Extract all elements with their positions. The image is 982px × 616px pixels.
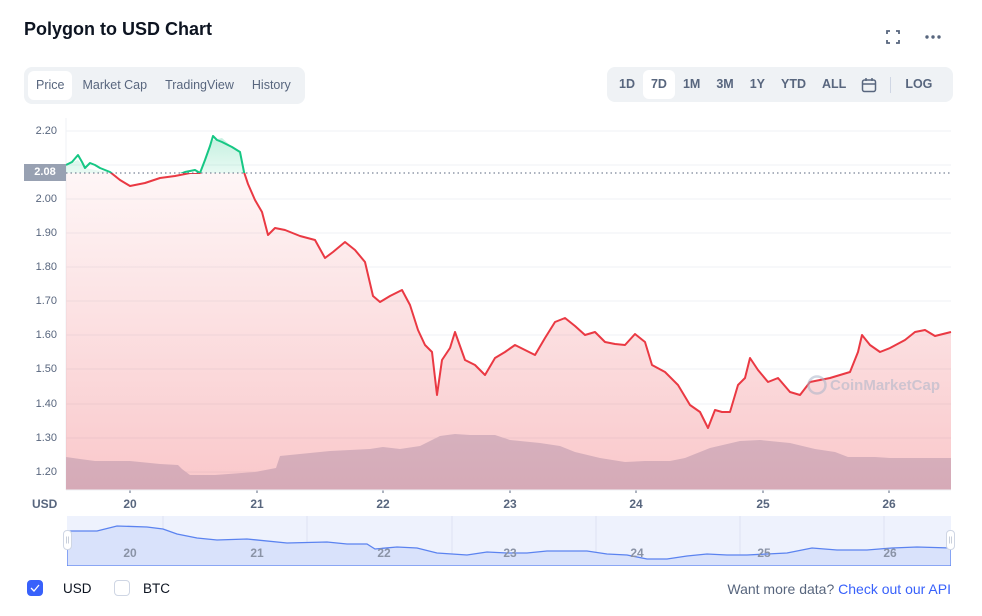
tab-history[interactable]: History	[251, 78, 291, 92]
more-options-button[interactable]	[923, 27, 943, 47]
time-range-selector: 1D 7D 1M 3M 1Y YTD ALL LOG	[607, 67, 953, 102]
range-all[interactable]: ALL	[822, 77, 847, 91]
x-tick-label: 20	[123, 497, 137, 511]
tab-tradingview[interactable]: TradingView	[165, 78, 234, 92]
range-1y[interactable]: 1Y	[749, 77, 766, 91]
navigator-label: 21	[250, 546, 264, 560]
log-scale-toggle[interactable]: LOG	[905, 77, 933, 91]
divider	[890, 76, 892, 93]
price-area-down	[66, 173, 951, 490]
calendar-icon	[862, 77, 877, 92]
currency-axis-label: USD	[32, 497, 58, 511]
navigator-label: 22	[377, 546, 391, 560]
navigator-label: 20	[123, 546, 137, 560]
price-area-up	[66, 138, 248, 173]
navigator-label: 24	[630, 546, 644, 560]
y-tick: 2.20	[35, 125, 57, 137]
watermark: CoinMarketCap	[806, 374, 940, 396]
y-tick: 1.90	[35, 227, 57, 239]
y-tick: 1.80	[35, 261, 57, 273]
api-link[interactable]: Check out our API	[838, 581, 951, 597]
y-tick: 1.40	[35, 398, 57, 410]
navigator-label: 23	[503, 546, 517, 560]
range-7d[interactable]: 7D	[642, 70, 675, 99]
btc-checkbox[interactable]	[114, 580, 130, 596]
y-tick: 1.70	[35, 295, 57, 307]
x-tick-label: 21	[250, 497, 264, 511]
fullscreen-icon	[886, 30, 900, 44]
usd-toggle[interactable]: USD	[27, 580, 92, 596]
btc-toggle[interactable]: BTC	[114, 580, 170, 596]
x-tick-label: 24	[629, 497, 643, 511]
navigator-label: 25	[757, 546, 771, 560]
price-line-down	[109, 173, 952, 429]
current-price-tag: 2.08	[24, 164, 66, 181]
navigator-series	[67, 516, 951, 566]
coinmarketcap-logo-icon	[807, 375, 827, 395]
page-title: Polygon to USD Chart	[24, 19, 212, 39]
price-chart[interactable]	[0, 110, 982, 510]
range-3m[interactable]: 3M	[716, 77, 734, 91]
api-promo: Want more data? Check out our API	[727, 581, 951, 597]
y-tick: 1.30	[35, 432, 57, 444]
range-1m[interactable]: 1M	[682, 77, 701, 91]
more-icon	[925, 35, 941, 39]
price-line-up	[66, 135, 246, 173]
x-tick-label: 23	[503, 497, 517, 511]
x-tick-label: 22	[376, 497, 390, 511]
fullscreen-button[interactable]	[883, 27, 903, 47]
tab-price[interactable]: Price	[28, 71, 73, 100]
range-ytd[interactable]: YTD	[781, 77, 807, 91]
y-tick: 1.20	[35, 466, 57, 478]
usd-checkbox[interactable]	[27, 580, 43, 596]
api-prompt-text: Want more data?	[727, 581, 835, 597]
y-tick: 1.60	[35, 329, 57, 341]
check-icon	[30, 584, 40, 592]
y-tick: 1.50	[35, 363, 57, 375]
btc-label: BTC	[143, 580, 170, 596]
chart-type-tabs: Price Market Cap TradingView History	[24, 67, 305, 104]
x-tick-label: 25	[756, 497, 770, 511]
navigator-left-handle[interactable]: ||	[63, 530, 72, 550]
usd-label: USD	[63, 580, 92, 596]
range-1d[interactable]: 1D	[619, 77, 635, 91]
navigator-right-handle[interactable]: ||	[946, 530, 955, 550]
y-tick: 2.00	[35, 193, 57, 205]
date-range-button[interactable]	[854, 70, 884, 99]
x-tick-label: 26	[882, 497, 896, 511]
tab-market-cap[interactable]: Market Cap	[82, 78, 148, 92]
navigator-label: 26	[883, 546, 897, 560]
